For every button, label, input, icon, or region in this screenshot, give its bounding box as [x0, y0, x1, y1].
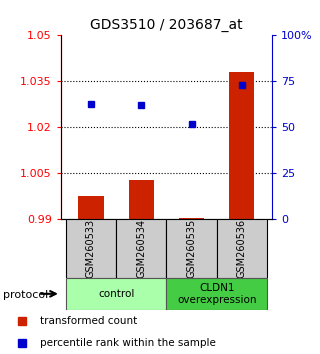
Text: control: control [98, 289, 134, 299]
Bar [78, 196, 104, 219]
Bar [129, 179, 154, 219]
Bar [66, 219, 116, 278]
Bar [217, 219, 267, 278]
Bar [229, 72, 254, 219]
Text: CLDN1
overexpression: CLDN1 overexpression [177, 283, 256, 305]
Text: percentile rank within the sample: percentile rank within the sample [40, 338, 216, 348]
Bar [166, 278, 267, 310]
Bar [179, 218, 204, 219]
Text: GSM260535: GSM260535 [187, 219, 196, 278]
Bar [166, 219, 217, 278]
Text: protocol: protocol [3, 290, 48, 299]
Title: GDS3510 / 203687_at: GDS3510 / 203687_at [90, 18, 243, 32]
Text: GSM260536: GSM260536 [237, 219, 247, 278]
Bar [116, 219, 166, 278]
Text: GSM260534: GSM260534 [136, 219, 146, 278]
Bar [66, 278, 166, 310]
Text: GSM260533: GSM260533 [86, 219, 96, 278]
Text: transformed count: transformed count [40, 316, 137, 326]
